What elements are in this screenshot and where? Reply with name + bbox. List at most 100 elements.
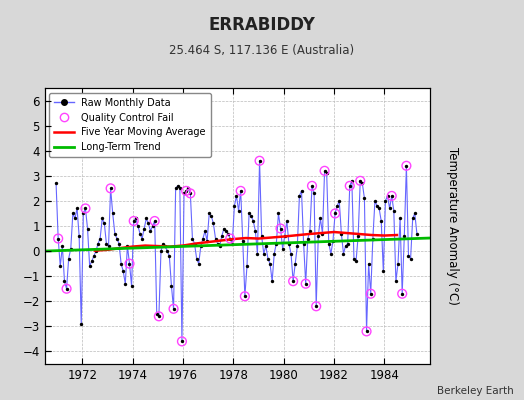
Point: [363, 328, 371, 334]
Point: [75, 233, 83, 239]
Point: [407, 256, 415, 262]
Point: [289, 278, 297, 284]
Y-axis label: Temperature Anomaly (°C): Temperature Anomaly (°C): [446, 147, 460, 305]
Point: [303, 235, 312, 242]
Point: [268, 278, 276, 284]
Point: [236, 188, 245, 194]
Point: [333, 203, 341, 209]
Point: [60, 278, 69, 284]
Point: [142, 215, 150, 222]
Point: [299, 240, 308, 247]
Point: [236, 188, 245, 194]
Point: [312, 303, 320, 310]
Point: [331, 210, 339, 217]
Point: [366, 290, 375, 297]
Point: [155, 313, 163, 320]
Point: [88, 258, 96, 264]
Point: [255, 158, 264, 164]
Point: [388, 193, 396, 199]
Point: [199, 235, 207, 242]
Point: [241, 293, 249, 300]
Point: [132, 215, 140, 222]
Point: [232, 193, 241, 199]
Point: [238, 238, 247, 244]
Point: [155, 313, 163, 320]
Point: [169, 306, 178, 312]
Point: [104, 243, 113, 249]
Point: [146, 228, 155, 234]
Point: [394, 260, 402, 267]
Point: [337, 230, 345, 237]
Point: [366, 290, 375, 297]
Point: [386, 205, 394, 212]
Point: [176, 185, 184, 192]
Text: ERRABIDDY: ERRABIDDY: [209, 16, 315, 34]
Point: [79, 210, 88, 217]
Point: [85, 263, 94, 269]
Point: [241, 293, 249, 300]
Point: [413, 230, 421, 237]
Point: [352, 258, 360, 264]
Point: [115, 240, 123, 247]
Point: [67, 245, 75, 252]
Point: [365, 260, 373, 267]
Point: [127, 283, 136, 290]
Point: [226, 235, 234, 242]
Point: [64, 256, 73, 262]
Point: [207, 213, 215, 219]
Point: [358, 180, 366, 186]
Point: [381, 198, 390, 204]
Point: [226, 235, 234, 242]
Point: [245, 210, 253, 217]
Point: [117, 260, 125, 267]
Point: [201, 228, 209, 234]
Point: [228, 240, 236, 247]
Point: [106, 185, 115, 192]
Point: [169, 306, 178, 312]
Point: [274, 210, 282, 217]
Point: [194, 260, 203, 267]
Point: [243, 263, 251, 269]
Point: [159, 240, 167, 247]
Point: [111, 230, 119, 237]
Point: [356, 178, 365, 184]
Point: [54, 235, 62, 242]
Point: [285, 240, 293, 247]
Point: [211, 235, 220, 242]
Point: [81, 205, 90, 212]
Point: [255, 158, 264, 164]
Point: [278, 245, 287, 252]
Point: [113, 235, 121, 242]
Point: [92, 248, 100, 254]
Point: [314, 233, 322, 239]
Point: [282, 218, 291, 224]
Point: [320, 168, 329, 174]
Point: [173, 183, 182, 189]
Point: [121, 280, 129, 287]
Point: [405, 253, 413, 259]
Point: [345, 183, 354, 189]
Point: [178, 338, 186, 345]
Point: [272, 240, 280, 247]
Point: [247, 213, 255, 219]
Point: [276, 225, 285, 232]
Point: [377, 218, 386, 224]
Point: [222, 228, 230, 234]
Point: [140, 225, 148, 232]
Point: [58, 243, 67, 249]
Point: [261, 243, 270, 249]
Point: [167, 283, 176, 290]
Point: [360, 195, 368, 202]
Point: [129, 218, 138, 224]
Point: [134, 223, 142, 229]
Point: [150, 218, 159, 224]
Point: [253, 250, 261, 257]
Point: [213, 240, 222, 247]
Point: [379, 268, 388, 274]
Point: [69, 210, 77, 217]
Point: [123, 243, 132, 249]
Point: [182, 188, 190, 194]
Point: [335, 198, 343, 204]
Point: [251, 228, 259, 234]
Point: [119, 268, 127, 274]
